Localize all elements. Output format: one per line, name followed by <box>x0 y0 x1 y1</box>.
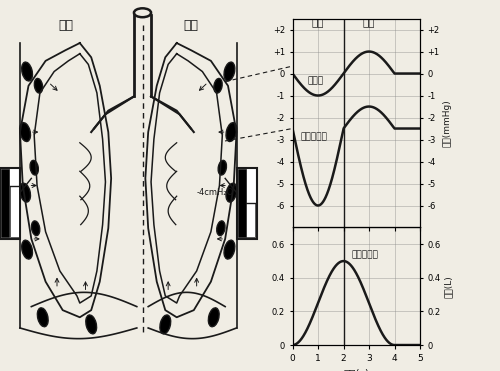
X-axis label: 时间(s): 时间(s) <box>343 369 369 371</box>
Ellipse shape <box>216 221 225 236</box>
Bar <box>246 203 255 237</box>
Ellipse shape <box>22 62 32 81</box>
Ellipse shape <box>22 240 32 259</box>
Text: 吸气: 吸气 <box>312 17 324 27</box>
Bar <box>236 168 256 239</box>
Ellipse shape <box>32 221 40 236</box>
Ellipse shape <box>224 240 235 259</box>
Ellipse shape <box>226 183 237 202</box>
Bar <box>238 170 246 237</box>
Text: 肺内压: 肺内压 <box>308 76 324 85</box>
Ellipse shape <box>218 160 226 175</box>
Bar <box>2 170 9 237</box>
Text: 胸膜腔内压: 胸膜腔内压 <box>300 132 327 141</box>
Text: 呼气: 呼气 <box>363 17 375 27</box>
Y-axis label: 压力(mmHg): 压力(mmHg) <box>442 99 452 147</box>
Ellipse shape <box>224 62 235 81</box>
Text: 呼吸气容积: 呼吸气容积 <box>351 251 378 260</box>
Ellipse shape <box>34 78 42 93</box>
Ellipse shape <box>20 123 30 141</box>
Ellipse shape <box>214 78 222 93</box>
Ellipse shape <box>86 315 97 334</box>
Ellipse shape <box>226 123 237 141</box>
Ellipse shape <box>30 160 38 175</box>
Ellipse shape <box>208 308 219 327</box>
Ellipse shape <box>160 315 170 334</box>
Bar <box>10 186 18 237</box>
Text: -4cmH₂O: -4cmH₂O <box>196 188 234 197</box>
Text: 吸气: 吸气 <box>58 19 73 32</box>
Ellipse shape <box>20 183 30 202</box>
Y-axis label: 容量(L): 容量(L) <box>444 275 452 298</box>
Text: 呼气: 呼气 <box>184 19 198 32</box>
Ellipse shape <box>38 308 48 327</box>
Bar <box>0 168 20 239</box>
